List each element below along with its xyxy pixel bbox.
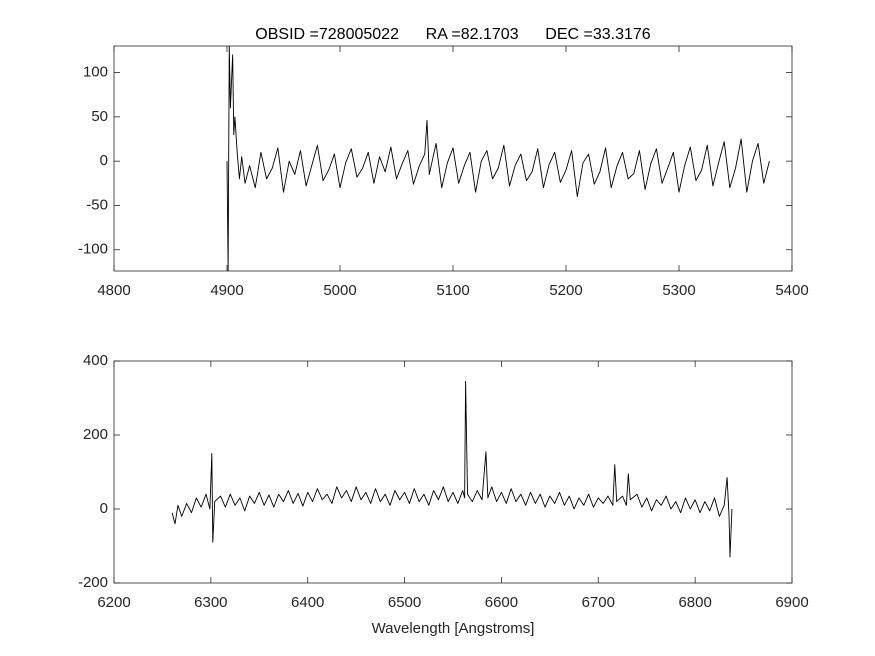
x-tick-label: 6900 (775, 594, 808, 611)
y-tick-label: 400 (83, 352, 108, 369)
y-tick-label: 50 (91, 108, 108, 125)
x-tick-label: 6300 (194, 594, 227, 611)
spectrum-line (226, 46, 770, 271)
x-tick-label: 5300 (662, 282, 695, 299)
x-tick-label: 6400 (291, 594, 324, 611)
x-tick-label: 4800 (97, 282, 130, 299)
y-tick-label: 200 (83, 426, 108, 443)
plot-area (226, 46, 770, 271)
x-tick-label: 6600 (485, 594, 518, 611)
x-tick-label: 5000 (323, 282, 356, 299)
y-tick-label: 0 (100, 500, 108, 517)
x-axis-label: Wavelength [Angstroms] (372, 620, 535, 637)
chart-title: OBSID =728005022 RA =82.1703 DEC =33.317… (255, 26, 650, 43)
x-tick-label: 5200 (549, 282, 582, 299)
axes-box (113, 45, 793, 272)
y-tick-label: -200 (78, 574, 108, 591)
x-tick-label: 6200 (97, 594, 130, 611)
y-tick-label: -100 (78, 241, 108, 258)
axes-box (113, 360, 793, 584)
x-tick-label: 6500 (388, 594, 421, 611)
x-tick-label: 6800 (678, 594, 711, 611)
plot-area (171, 380, 733, 558)
x-tick-label: 6700 (582, 594, 615, 611)
x-tick-label: 5100 (436, 282, 469, 299)
y-tick-label: 100 (83, 64, 108, 81)
y-tick-label: 0 (100, 152, 108, 169)
x-tick-label: 4900 (210, 282, 243, 299)
y-tick-label: -50 (86, 196, 108, 213)
spectrum-line (171, 380, 733, 558)
x-tick-label: 5400 (775, 282, 808, 299)
